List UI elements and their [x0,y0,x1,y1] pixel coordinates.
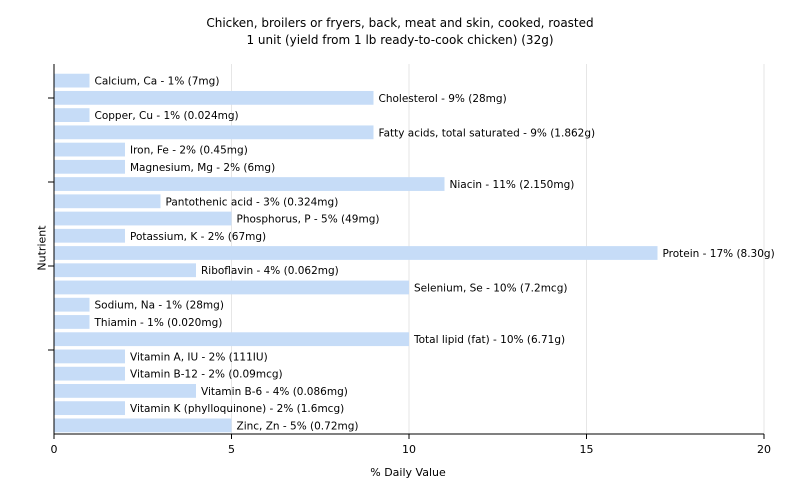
bar-label: Magnesium, Mg - 2% (6mg) [130,162,275,174]
bar [54,211,232,226]
bar [54,263,196,278]
bar-label: Fatty acids, total saturated - 9% (1.862… [379,127,596,139]
bar [54,159,125,174]
x-tick-label: 5 [228,443,235,456]
bar [54,332,409,347]
bar [54,228,125,243]
bar [54,73,90,88]
bar-label: Zinc, Zn - 5% (0.72mg) [237,420,359,432]
bar-label: Vitamin B-6 - 4% (0.086mg) [201,386,348,398]
bar-label: Copper, Cu - 1% (0.024mg) [95,110,239,122]
bar-label: Vitamin A, IU - 2% (111IU) [130,351,268,363]
bar [54,401,125,416]
bar-label: Calcium, Ca - 1% (7mg) [95,76,220,88]
bar [54,315,90,329]
x-tick-label: 0 [51,443,58,456]
bar [54,349,125,364]
bar [54,125,374,140]
bar-label: Sodium, Na - 1% (28mg) [95,300,224,312]
bar [54,384,196,398]
bar [54,108,90,122]
bar [54,246,658,260]
bar-label: Phosphorus, P - 5% (49mg) [237,214,380,226]
bar [54,90,374,105]
x-tick-label: 15 [580,443,594,456]
bar-label: Protein - 17% (8.30g) [663,248,775,260]
y-axis-label: Nutrient [35,225,49,271]
bar-label: Thiamin - 1% (0.020mg) [94,317,223,329]
bar-label: Potassium, K - 2% (67mg) [130,231,266,243]
bar [54,418,232,433]
bar [54,194,161,209]
x-axis-label: % Daily Value [370,466,446,479]
bar [54,297,90,312]
bar [54,366,125,381]
bar [54,177,445,191]
x-tick-label: 10 [402,443,416,456]
bar [54,142,125,157]
bar-label: Vitamin K (phylloquinone) - 2% (1.6mcg) [130,403,344,415]
bar [54,280,409,295]
chart-title: Chicken, broilers or fryers, back, meat … [206,16,594,30]
bar-label: Pantothenic acid - 3% (0.324mg) [166,196,339,208]
chart-subtitle: 1 unit (yield from 1 lb ready-to-cook ch… [246,33,554,47]
bar-label: Iron, Fe - 2% (0.45mg) [130,145,248,157]
bar-label: Cholesterol - 9% (28mg) [379,93,507,105]
x-tick-label: 20 [757,443,771,456]
bar-label: Selenium, Se - 10% (7.2mcg) [414,282,567,294]
bar-label: Total lipid (fat) - 10% (6.71g) [413,334,565,346]
bar-label: Niacin - 11% (2.150mg) [450,179,575,191]
bar-label: Vitamin B-12 - 2% (0.09mcg) [130,369,283,381]
bar-label: Riboflavin - 4% (0.062mg) [201,265,339,277]
